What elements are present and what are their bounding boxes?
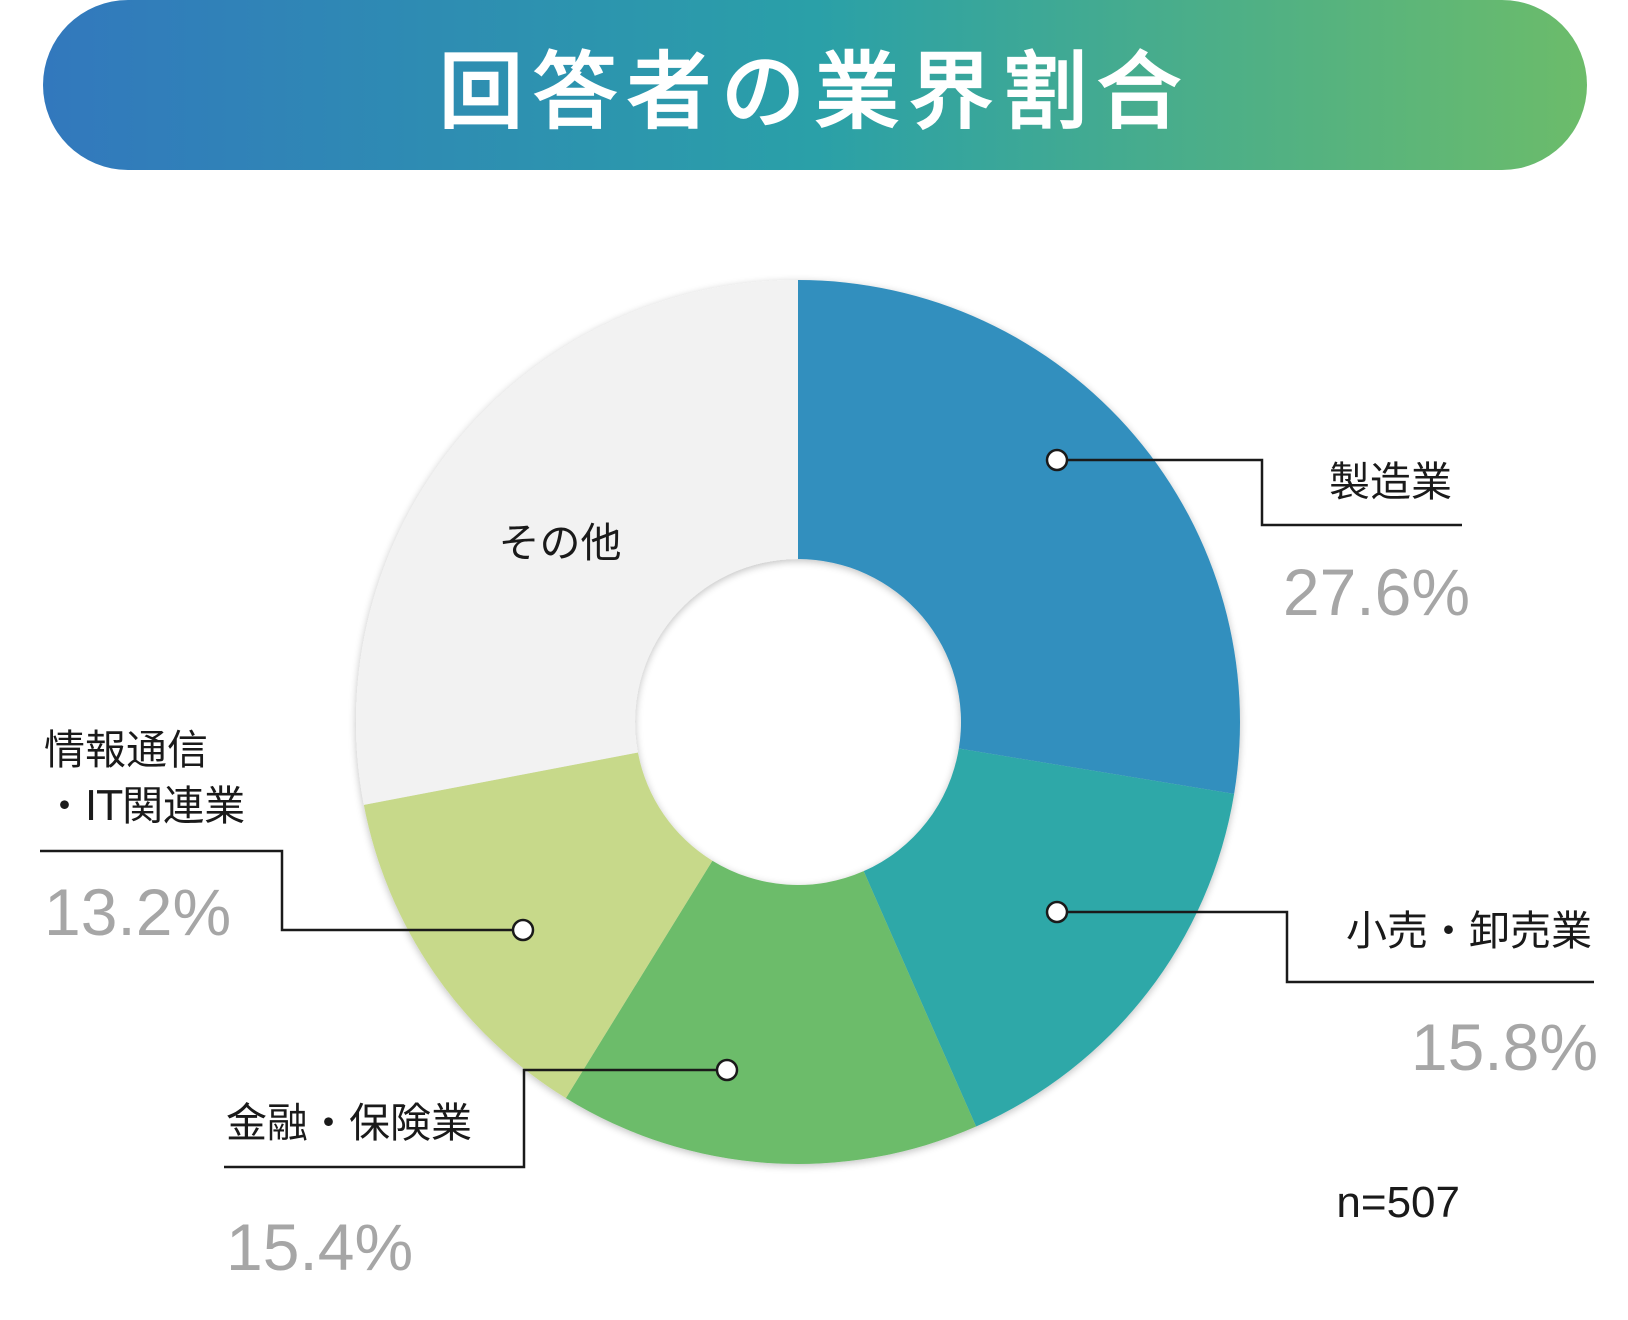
value-label-2: 15.4%	[226, 1210, 413, 1284]
leader-dot-2	[715, 1058, 739, 1082]
leader-line-2	[224, 1068, 727, 1169]
donut-slice-2	[565, 860, 977, 1164]
leader-dot-0	[1045, 448, 1069, 472]
donut-slice-0	[798, 280, 1241, 794]
leader-dot-3	[511, 918, 535, 942]
donut-slice-3	[363, 752, 713, 1099]
donut-slice-1	[863, 748, 1235, 1127]
leader-line-3	[40, 849, 523, 932]
category-label-4: その他	[499, 519, 622, 567]
chart-title: 回答者の業界割合	[438, 42, 1191, 141]
title-banner: 回答者の業界割合	[43, 0, 1587, 170]
value-label-3: 13.2%	[44, 875, 231, 949]
category-label-3: 情報通信・IT関連業	[44, 726, 245, 830]
donut-labels: 製造業 27.6% 小売・卸売業 15.8% 金融・保険業 15.4% 情報通信・IT関連業…	[40, 448, 1598, 1284]
donut-slice-4	[356, 280, 798, 805]
donut-slices	[356, 280, 1241, 1164]
leader-line-0	[1057, 458, 1462, 527]
leader-line-1	[1057, 910, 1594, 984]
category-label-2: 金融・保険業	[226, 1099, 472, 1147]
value-label-0: 27.6%	[1283, 555, 1470, 629]
sample-size-note: n=507	[1336, 1178, 1460, 1227]
leader-dot-1	[1045, 900, 1069, 924]
category-label-1: 小売・卸売業	[1346, 907, 1592, 955]
category-label-0: 製造業	[1329, 458, 1452, 506]
value-label-1: 15.8%	[1411, 1010, 1598, 1084]
